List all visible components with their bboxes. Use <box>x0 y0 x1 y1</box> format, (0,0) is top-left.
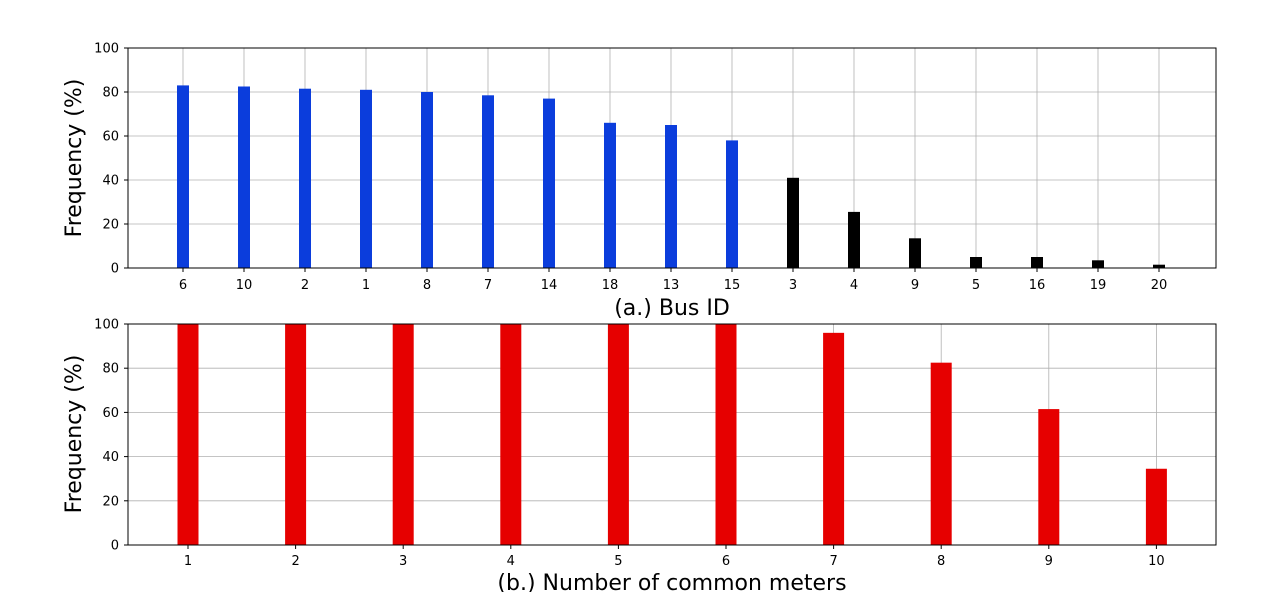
bar-5 <box>607 324 629 545</box>
x-tick-label: 16 <box>1029 278 1046 293</box>
bar-10 <box>238 86 250 268</box>
bar-6 <box>177 85 189 269</box>
bar-2 <box>285 324 307 545</box>
bar-7 <box>823 332 845 545</box>
x-tick-label: 18 <box>602 278 619 293</box>
y-tick-label: 20 <box>102 494 119 509</box>
bar-7 <box>482 95 494 268</box>
x-tick-label: 20 <box>1151 278 1168 293</box>
x-tick-label: 15 <box>724 278 741 293</box>
x-tick-label: 1 <box>184 554 192 569</box>
bar-10 <box>1145 468 1167 545</box>
bar-16 <box>1031 257 1043 268</box>
bar-8 <box>930 362 952 545</box>
y-tick-label: 60 <box>102 406 119 421</box>
y-tick-label: 40 <box>102 174 119 189</box>
bar-9 <box>1038 409 1060 545</box>
x-tick-label: 9 <box>911 278 919 293</box>
y-tick-label: 100 <box>94 42 119 57</box>
y-tick-label: 0 <box>111 262 119 277</box>
x-tick-label: 13 <box>663 278 680 293</box>
x-axis-label: (b.) Number of common meters <box>497 571 846 592</box>
x-tick-label: 19 <box>1090 278 1107 293</box>
y-tick-label: 60 <box>102 130 119 145</box>
chart-common-meters: Frequency (%) (b.) Number of common mete… <box>62 318 1217 592</box>
y-tick-label: 100 <box>94 318 119 333</box>
x-tick-label: 6 <box>722 554 730 569</box>
x-tick-label: 4 <box>850 278 858 293</box>
x-tick-label: 8 <box>423 278 431 293</box>
x-tick-label: 3 <box>789 278 797 293</box>
plot-frame <box>127 323 1217 546</box>
bars <box>177 324 1167 545</box>
bar-13 <box>665 125 677 268</box>
x-tick-label: 14 <box>541 278 558 293</box>
x-axis-label: (a.) Bus ID <box>614 296 730 321</box>
x-tick-label: 1 <box>362 278 370 293</box>
bar-4 <box>848 211 860 268</box>
bar-9 <box>909 238 921 268</box>
bars <box>177 85 1165 269</box>
bar-20 <box>1153 264 1165 268</box>
bar-5 <box>970 257 982 268</box>
x-tick-label: 2 <box>291 554 299 569</box>
bar-1 <box>360 89 372 268</box>
bar-8 <box>421 92 433 268</box>
plot-frame <box>127 47 1217 269</box>
x-tick-label: 2 <box>301 278 309 293</box>
bar-2 <box>299 88 311 268</box>
bar-6 <box>715 324 737 545</box>
y-tick-label: 40 <box>102 450 119 465</box>
x-tick-label: 5 <box>614 554 622 569</box>
axes: 0 20 40 60 80 100 1 2 3 4 5 6 7 8 9 10 <box>94 318 1217 569</box>
y-axis-label: Frequency (%) <box>62 355 87 514</box>
bar-18 <box>604 122 616 268</box>
bar-4 <box>500 324 522 545</box>
chart-bus-id: Frequency (%) (a.) Bus ID 0 20 40 60 80 100 6 1… <box>62 42 1217 321</box>
x-tick-label: 3 <box>399 554 407 569</box>
bar-14 <box>543 98 555 268</box>
x-tick-label: 4 <box>507 554 515 569</box>
y-tick-label: 80 <box>102 362 119 377</box>
x-tick-label: 5 <box>972 278 980 293</box>
bar-19 <box>1092 260 1104 268</box>
y-tick-label: 20 <box>102 218 119 233</box>
x-tick-label: 7 <box>484 278 492 293</box>
y-tick-label: 80 <box>102 86 119 101</box>
bar-3 <box>787 177 799 268</box>
bar-1 <box>177 324 199 545</box>
bar-3 <box>392 324 414 545</box>
x-tick-label: 7 <box>829 554 837 569</box>
x-tick-label: 6 <box>179 278 187 293</box>
bar-15 <box>726 140 738 268</box>
y-axis-label: Frequency (%) <box>62 79 87 238</box>
x-tick-label: 9 <box>1045 554 1053 569</box>
x-tick-label: 8 <box>937 554 945 569</box>
x-tick-label: 10 <box>236 278 253 293</box>
x-tick-label: 10 <box>1148 554 1165 569</box>
y-tick-label: 0 <box>111 539 119 554</box>
